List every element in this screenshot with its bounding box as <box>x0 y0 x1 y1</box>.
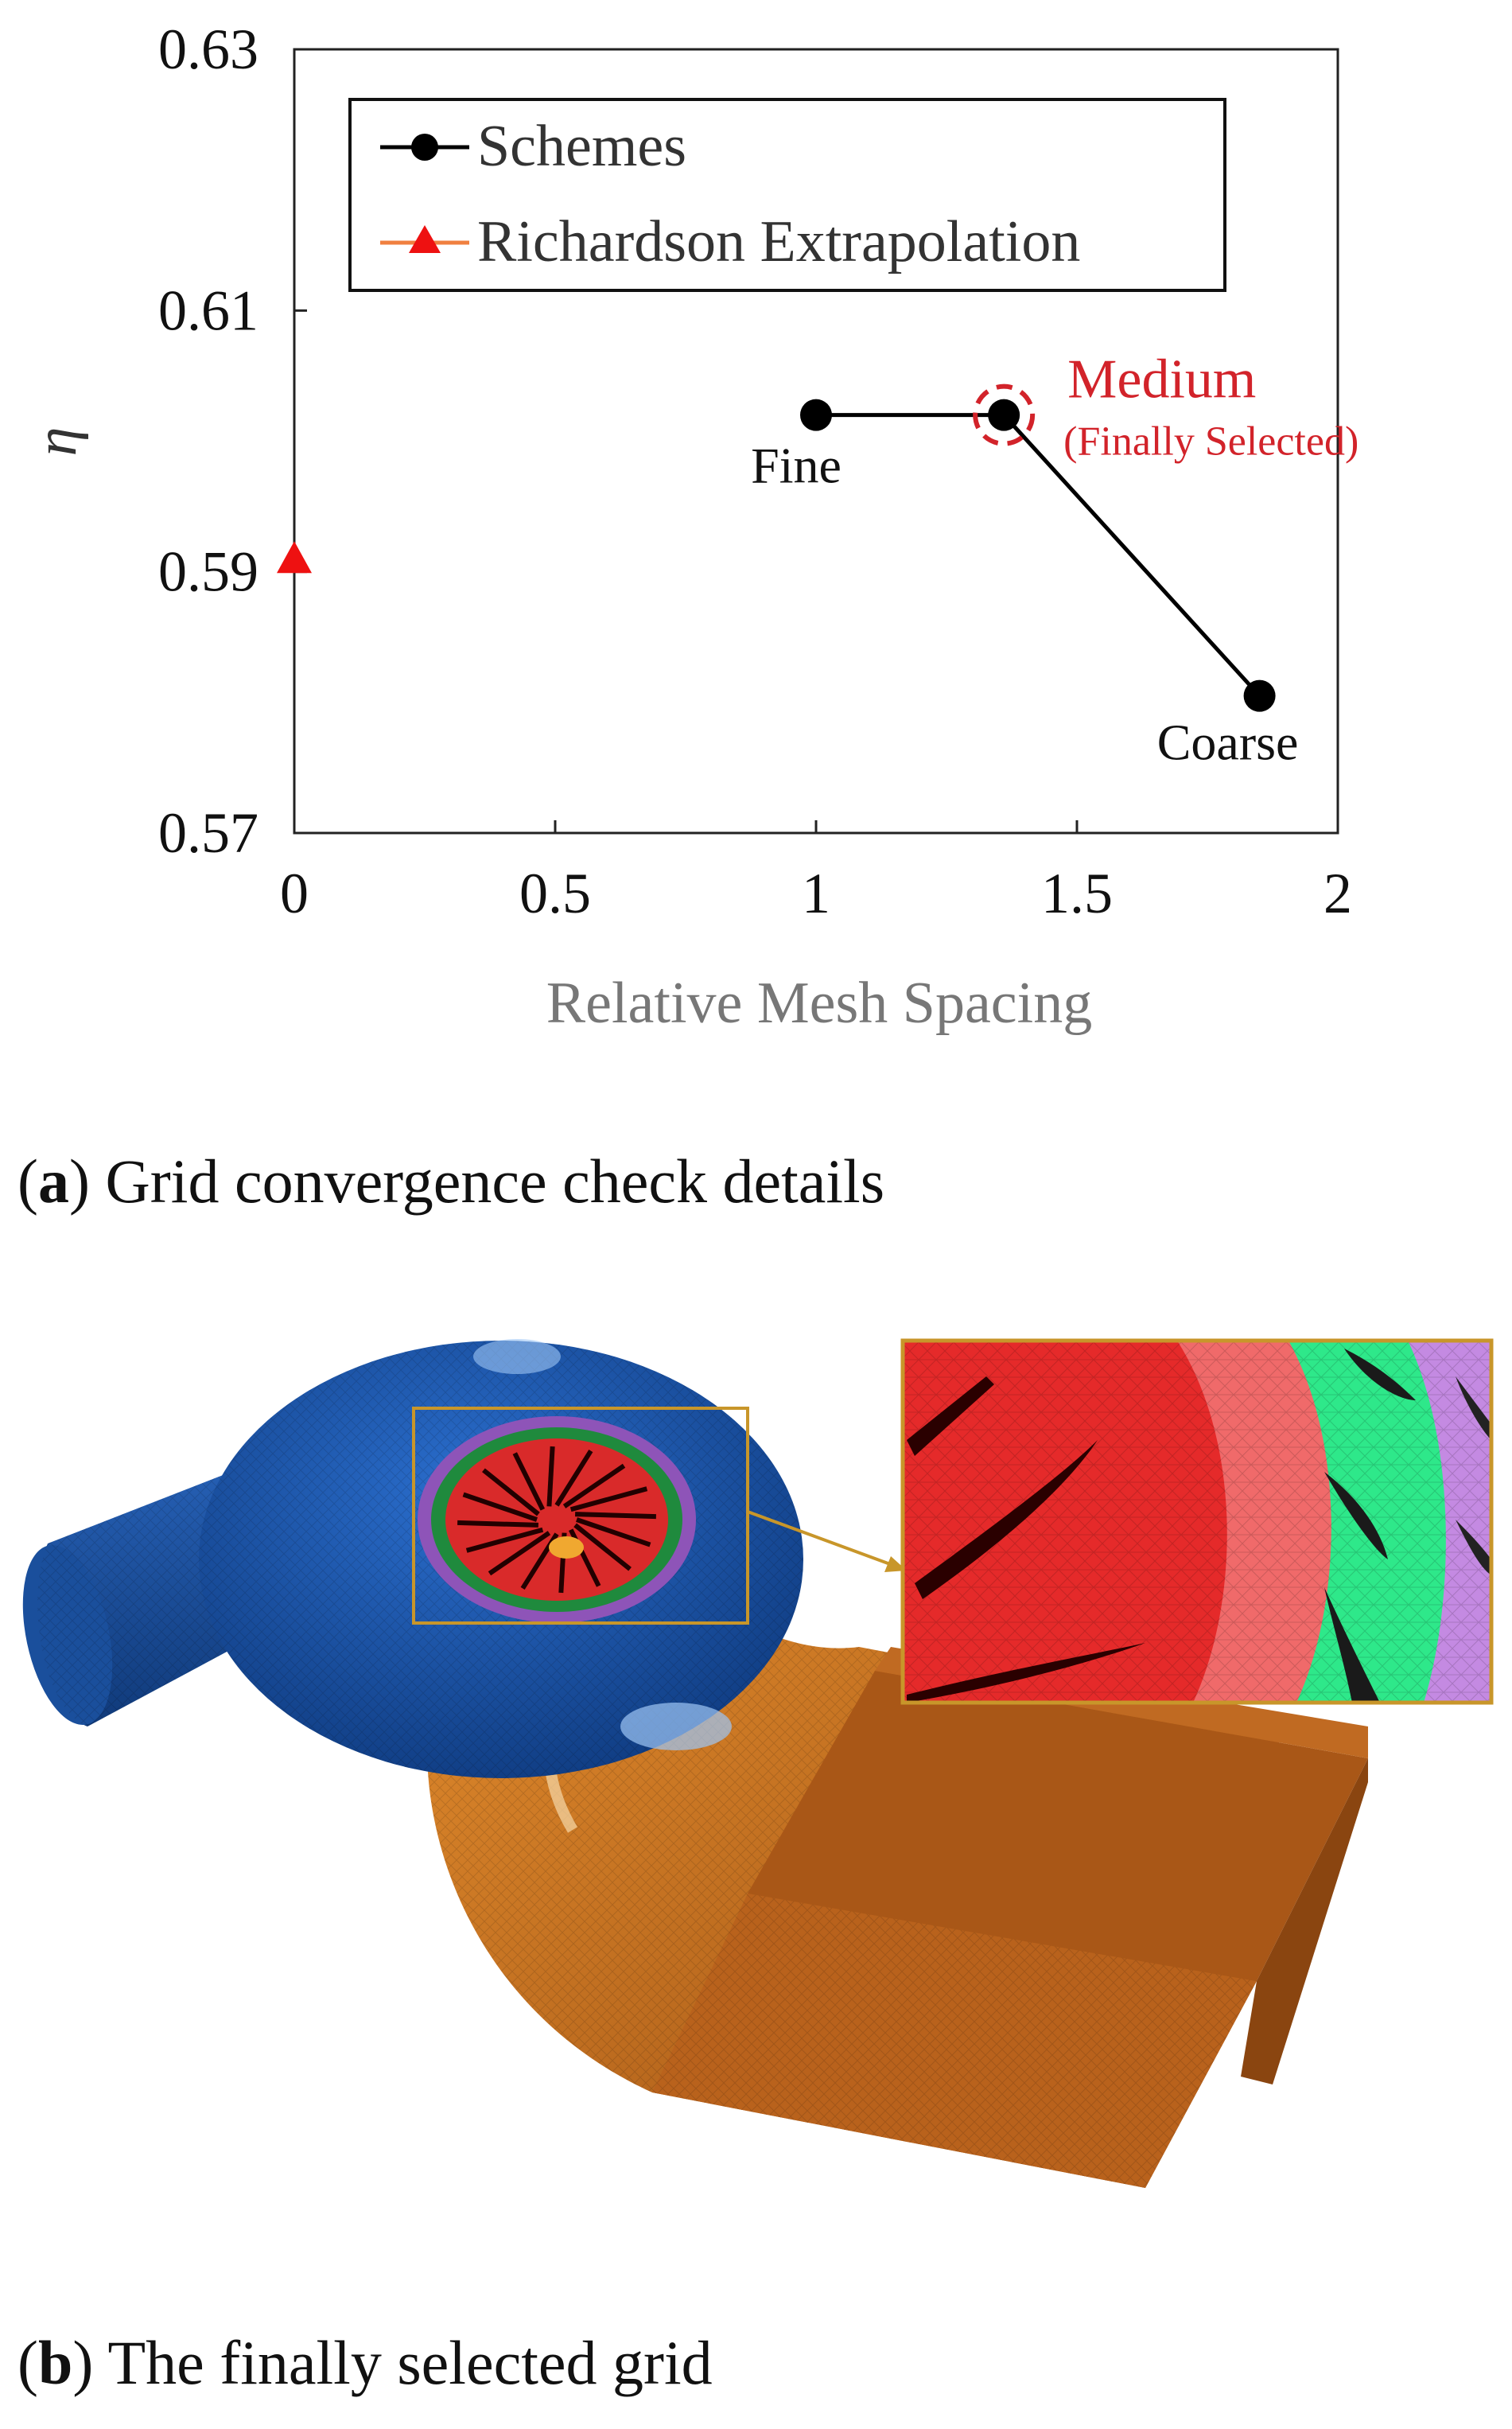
series-layer <box>277 383 1276 712</box>
x-axis-ticks: 0 0.5 1 1.5 2 <box>280 820 1352 925</box>
runner-blade <box>488 1531 551 1576</box>
inset-border <box>900 1338 1494 1705</box>
zoom-region-box <box>412 1407 749 1625</box>
annotation-finally-selected: (Finally Selected) <box>1063 419 1358 465</box>
runner-blade <box>462 1492 538 1522</box>
runner-blade <box>512 1452 546 1511</box>
x-tick-label: 1 <box>802 862 830 925</box>
runner-blade <box>546 1446 555 1507</box>
grid-convergence-chart: 0 0.5 1 1.5 2 0.57 0.59 0.61 0.63 η Relative Me… <box>24 18 1358 1036</box>
y-tick-label: 0.63 <box>158 18 258 81</box>
caption-b-letter: b <box>37 2328 73 2397</box>
x-tick-label: 1.5 <box>1041 862 1113 925</box>
runner-blade <box>562 1463 626 1508</box>
runner-blade <box>465 1527 544 1553</box>
x-tick-label: 0.5 <box>519 862 591 925</box>
caption-b: (b) The finally selected grid <box>17 2328 713 2397</box>
x-tick-label: 0 <box>280 862 309 925</box>
legend-marker-schemes <box>411 134 438 161</box>
y-tick-label: 0.57 <box>158 801 258 865</box>
mesh-illustration <box>22 1338 1494 2188</box>
runner-blade <box>573 1523 632 1571</box>
selected-point-highlight <box>973 383 1036 446</box>
y-axis-ticks: 0.57 0.59 0.61 0.63 <box>158 18 307 865</box>
runner-blade <box>457 1520 538 1528</box>
runner-blade <box>569 1486 648 1512</box>
data-point-schemes <box>988 399 1020 431</box>
runner-blade <box>554 1449 593 1507</box>
y-tick-label: 0.61 <box>158 278 258 342</box>
x-axis-label: Relative Mesh Spacing <box>546 971 1092 1036</box>
legend-marker-richardson <box>409 225 441 253</box>
data-point-schemes <box>1243 679 1276 712</box>
caption-b-text: The finally selected grid <box>93 2328 713 2397</box>
caption-a-text: Grid convergence check details <box>89 1146 885 1216</box>
annotation-coarse: Coarse <box>1157 714 1299 771</box>
runner-blade <box>576 1517 651 1547</box>
data-point-richardson <box>277 541 312 574</box>
point-labels: Fine Medium (Finally Selected) Coarse <box>751 349 1358 771</box>
annotation-medium: Medium <box>1067 349 1256 411</box>
data-point-schemes <box>800 399 832 431</box>
legend-label-richardson: Richardson Extrapolation <box>477 209 1080 274</box>
y-tick-label: 0.59 <box>158 540 258 604</box>
runner-assembly <box>418 1416 696 1623</box>
caption-a: (a) Grid convergence check details <box>17 1146 885 1216</box>
x-tick-label: 2 <box>1323 862 1352 925</box>
runner-blade <box>482 1468 540 1516</box>
annotation-fine: Fine <box>751 438 842 494</box>
zoom-connector-line <box>747 1510 900 1569</box>
legend-label-schemes: Schemes <box>477 114 686 179</box>
runner-blade <box>575 1512 656 1520</box>
caption-a-letter: a <box>37 1146 69 1216</box>
legend: Schemes Richardson Extrapolation <box>348 98 1226 292</box>
draft-tube <box>427 1599 1368 2188</box>
legend-box <box>348 98 1226 292</box>
y-axis-label: η <box>24 427 89 457</box>
mesh-detail-inset <box>900 1338 1494 1705</box>
